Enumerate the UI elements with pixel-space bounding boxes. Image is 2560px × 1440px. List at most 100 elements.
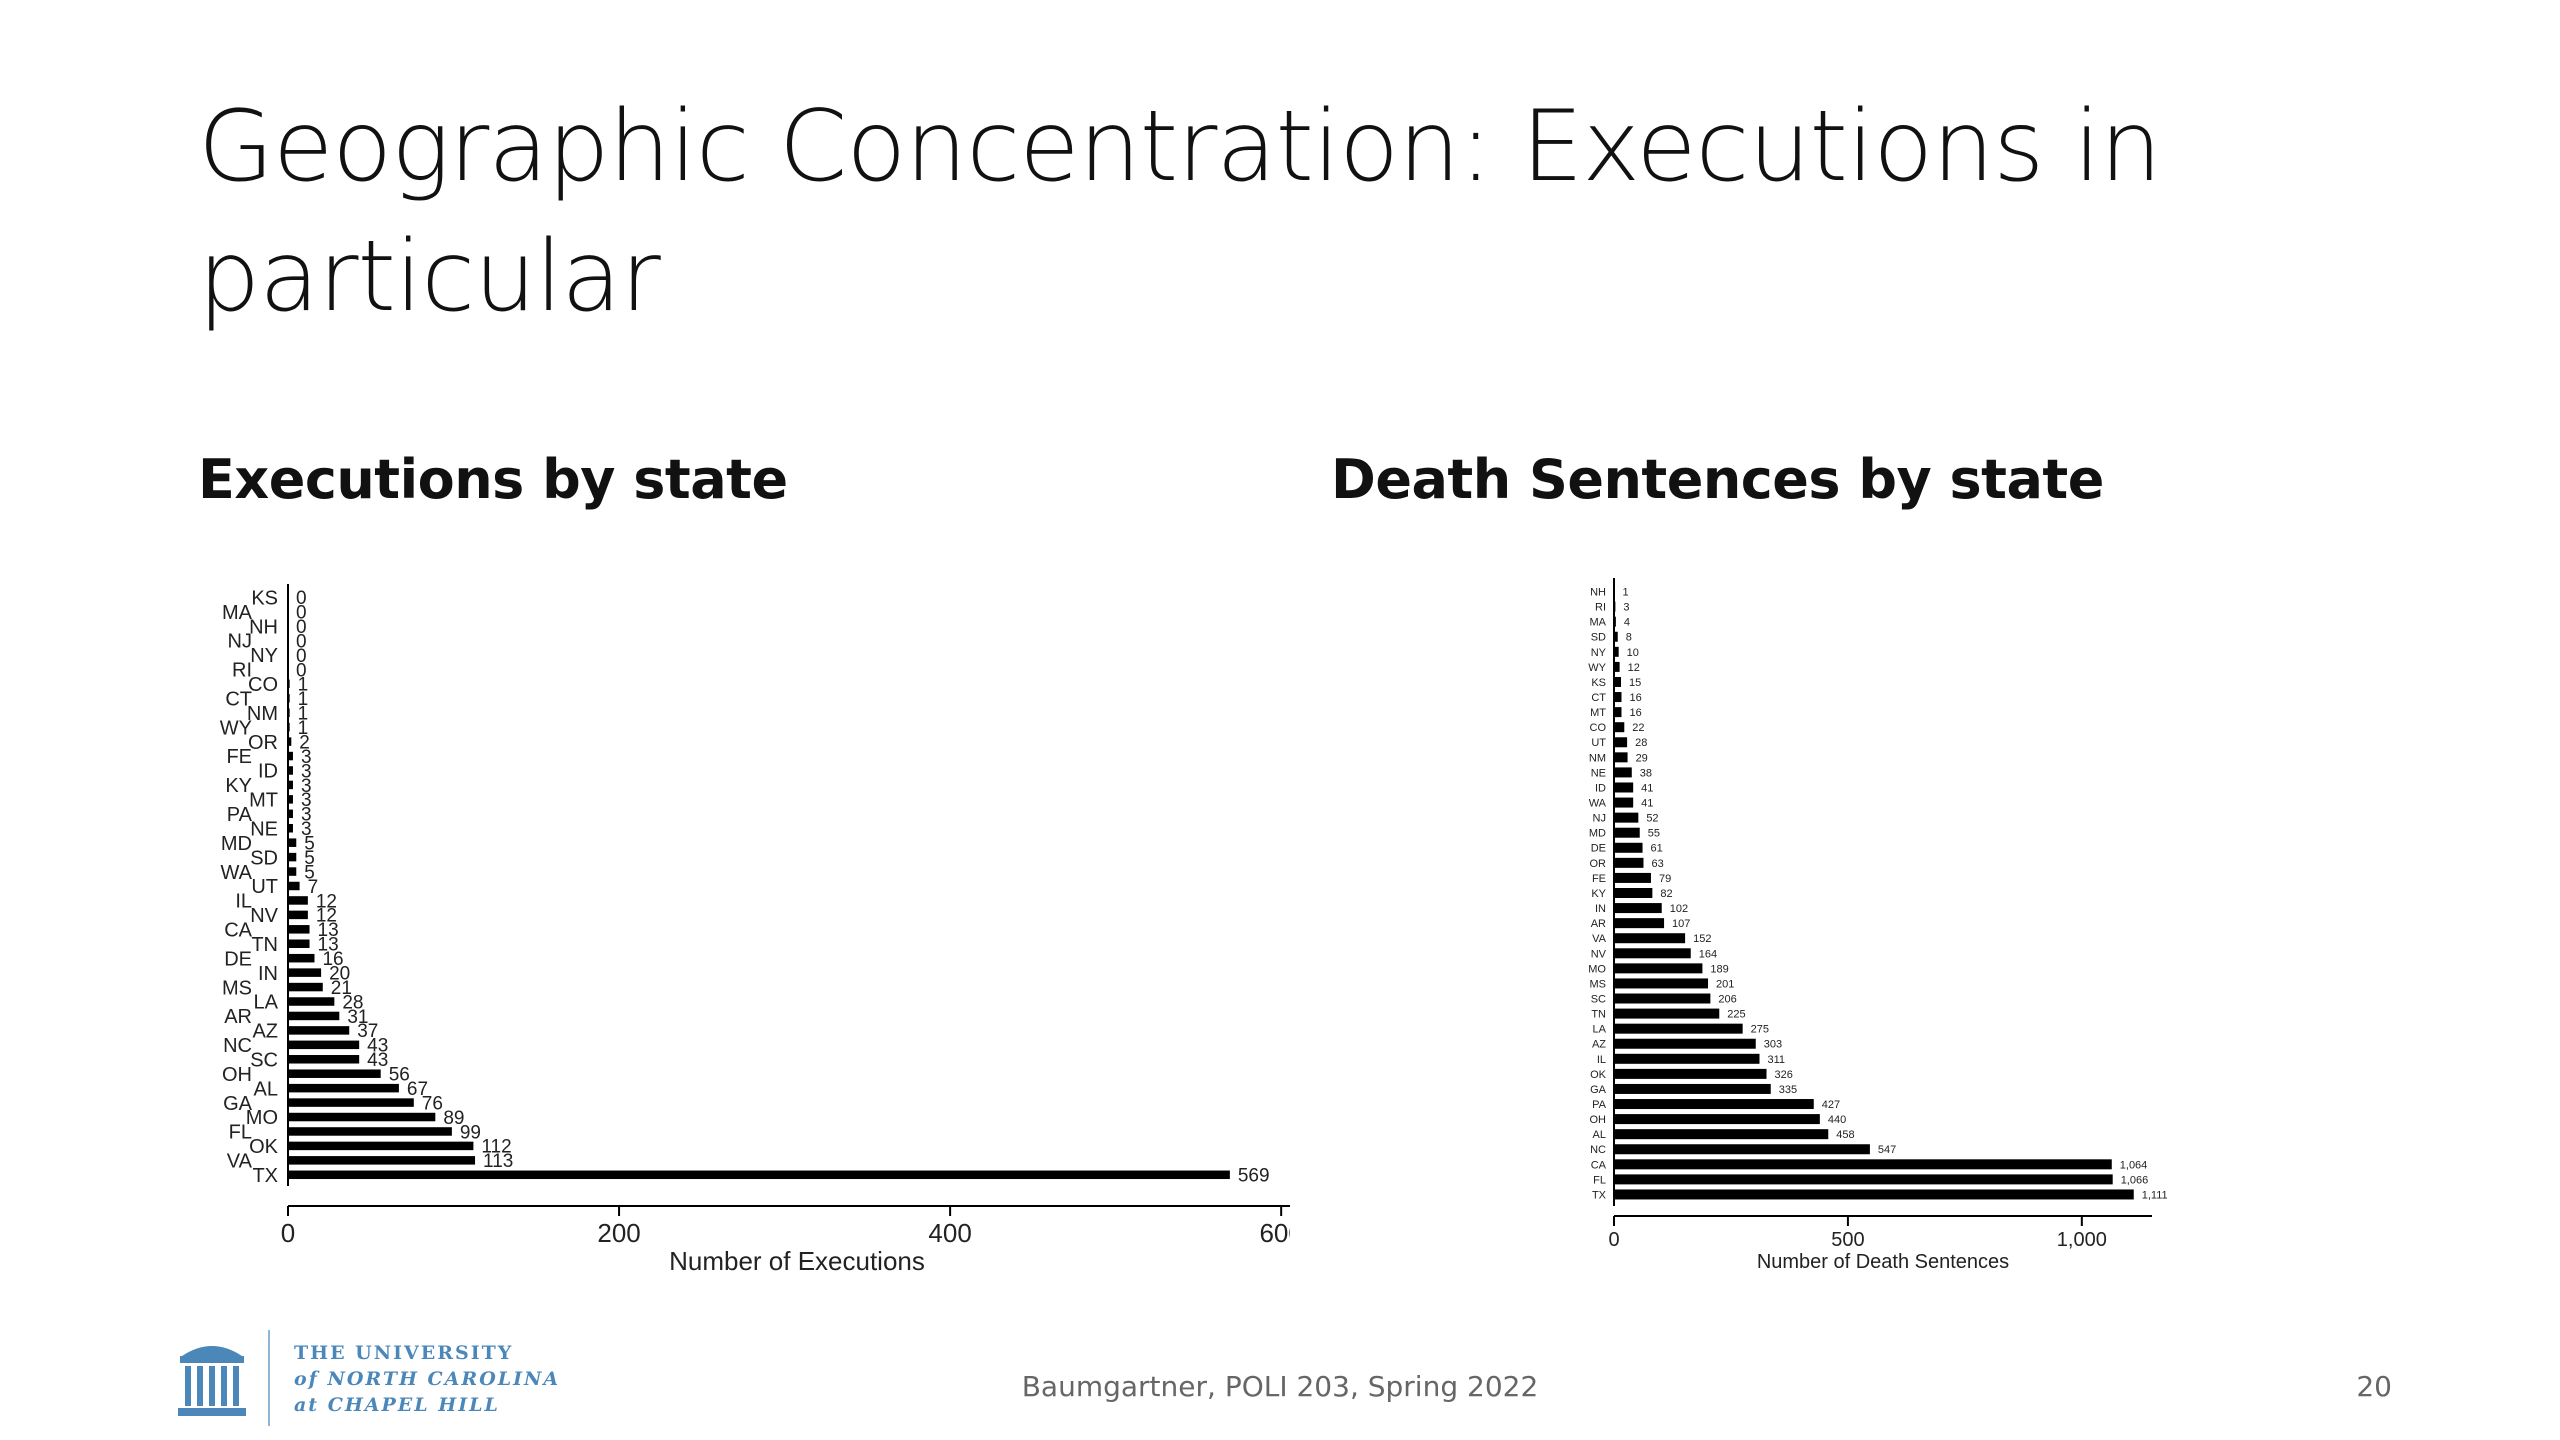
category-label-ne: NE <box>250 818 278 840</box>
x-axis-label: Number of Death Sentences <box>1757 1251 2009 1273</box>
bar-wy <box>288 722 290 732</box>
bar-ar <box>288 1011 340 1021</box>
category-label-ct: CT <box>225 688 252 710</box>
value-label-wy: 1 <box>298 718 309 739</box>
category-label-ne: NE <box>1591 767 1606 779</box>
value-label-ks: 15 <box>1629 677 1641 689</box>
bar-tn <box>1614 1008 1720 1019</box>
bar-in <box>1614 903 1662 914</box>
category-label-nc: NC <box>223 1035 252 1057</box>
x-axis-label: Number of Executions <box>669 1246 925 1276</box>
bar-ms <box>1614 978 1709 989</box>
value-label-nm: 1 <box>298 704 309 725</box>
bar-wa <box>1614 797 1634 808</box>
category-label-wy: WY <box>1588 662 1606 674</box>
bar-ca <box>1614 1159 2112 1170</box>
value-label-oh: 56 <box>389 1065 410 1086</box>
bar-ok <box>288 1141 474 1151</box>
value-label-pa: 427 <box>1822 1099 1840 1111</box>
bar-ar <box>1614 918 1665 929</box>
bar-ky <box>1614 888 1653 898</box>
value-label-ar: 107 <box>1672 918 1690 930</box>
value-label-ct: 1 <box>298 689 309 710</box>
category-label-de: DE <box>224 948 252 970</box>
value-label-ky: 82 <box>1660 888 1672 900</box>
value-label-nh: 0 <box>296 617 307 638</box>
unc-logo: THE UNIVERSITY of NORTH CAROLINA at CHAP… <box>176 1330 596 1430</box>
value-label-ma: 4 <box>1624 617 1630 629</box>
value-label-fl: 1,066 <box>2121 1174 2149 1186</box>
bar-oh <box>288 1069 381 1078</box>
bar-va <box>288 1156 476 1165</box>
category-label-fe: FE <box>226 746 252 768</box>
executions-chart-title: Executions by state <box>198 448 788 511</box>
category-label-id: ID <box>258 761 278 783</box>
category-label-nm: NM <box>247 703 278 725</box>
bar-nv <box>1614 948 1691 959</box>
value-label-co: 22 <box>1632 722 1644 734</box>
category-label-ms: MS <box>1590 978 1607 990</box>
category-label-ga: GA <box>223 1093 253 1115</box>
category-label-tn: TN <box>251 934 278 956</box>
category-label-ks: KS <box>251 587 278 609</box>
value-label-mo: 89 <box>443 1108 464 1129</box>
category-label-co: CO <box>1590 722 1607 734</box>
logo-line-1: THE UNIVERSITY <box>294 1342 514 1364</box>
bar-pa <box>288 809 293 819</box>
bar-ne <box>288 823 293 833</box>
category-label-ky: KY <box>225 775 252 797</box>
bar-nj <box>1614 812 1639 823</box>
value-label-tx: 1,111 <box>2142 1189 2168 1201</box>
bar-or <box>288 737 292 746</box>
bar-mo <box>288 1112 436 1122</box>
value-label-va: 113 <box>483 1151 513 1172</box>
bar-mt <box>288 795 293 804</box>
bar-ny <box>1614 646 1619 657</box>
category-label-va: VA <box>1592 933 1607 945</box>
value-label-id: 3 <box>301 761 312 782</box>
category-label-sd: SD <box>1591 632 1606 644</box>
bar-pa <box>1614 1099 1814 1110</box>
category-label-nc: NC <box>1590 1144 1606 1156</box>
value-label-az: 303 <box>1764 1039 1782 1051</box>
bar-nm <box>288 708 290 717</box>
category-label-fe: FE <box>1592 873 1606 885</box>
x-tick-label: 400 <box>928 1218 971 1248</box>
category-label-sd: SD <box>250 847 278 869</box>
value-label-tn: 13 <box>318 935 339 956</box>
bar-sd <box>1614 631 1618 642</box>
value-label-ut: 7 <box>308 877 319 898</box>
bar-az <box>288 1026 350 1035</box>
category-label-ca: CA <box>224 920 252 942</box>
value-label-mo: 189 <box>1710 963 1728 975</box>
bar-ma <box>1614 616 1616 627</box>
category-label-al: AL <box>1593 1129 1606 1141</box>
x-tick-label: 0 <box>281 1218 295 1248</box>
bar-fl <box>288 1127 452 1136</box>
category-label-in: IN <box>1595 903 1606 915</box>
value-label-ca: 1,064 <box>2120 1159 2148 1171</box>
value-label-pa: 3 <box>301 805 312 826</box>
value-label-oh: 440 <box>1828 1114 1846 1126</box>
death-sentences-chart-title: Death Sentences by state <box>1331 448 2104 511</box>
category-label-mo: MO <box>246 1107 278 1129</box>
category-label-fl: FL <box>229 1122 252 1144</box>
category-label-wy: WY <box>220 717 252 739</box>
value-label-il: 311 <box>1767 1054 1785 1066</box>
value-label-in: 20 <box>329 963 350 984</box>
value-label-sc: 43 <box>367 1050 388 1071</box>
slide-footer: Baumgartner, POLI 203, Spring 2022 <box>1021 1370 1539 1403</box>
category-label-ar: AR <box>224 1006 252 1028</box>
slide-title: Geographic Concentration: Executions in … <box>198 90 2162 334</box>
bar-mo <box>1614 963 1703 974</box>
category-label-or: OR <box>1590 858 1607 870</box>
bar-or <box>1614 857 1644 868</box>
category-label-mt: MT <box>1590 707 1606 719</box>
old-well-icon <box>178 1346 246 1416</box>
category-label-wa: WA <box>1589 798 1607 810</box>
value-label-id: 41 <box>1641 782 1653 794</box>
bar-nm <box>1614 752 1628 763</box>
value-label-ms: 21 <box>331 978 352 999</box>
value-label-ma: 0 <box>296 602 307 623</box>
value-label-fe: 3 <box>301 747 312 768</box>
